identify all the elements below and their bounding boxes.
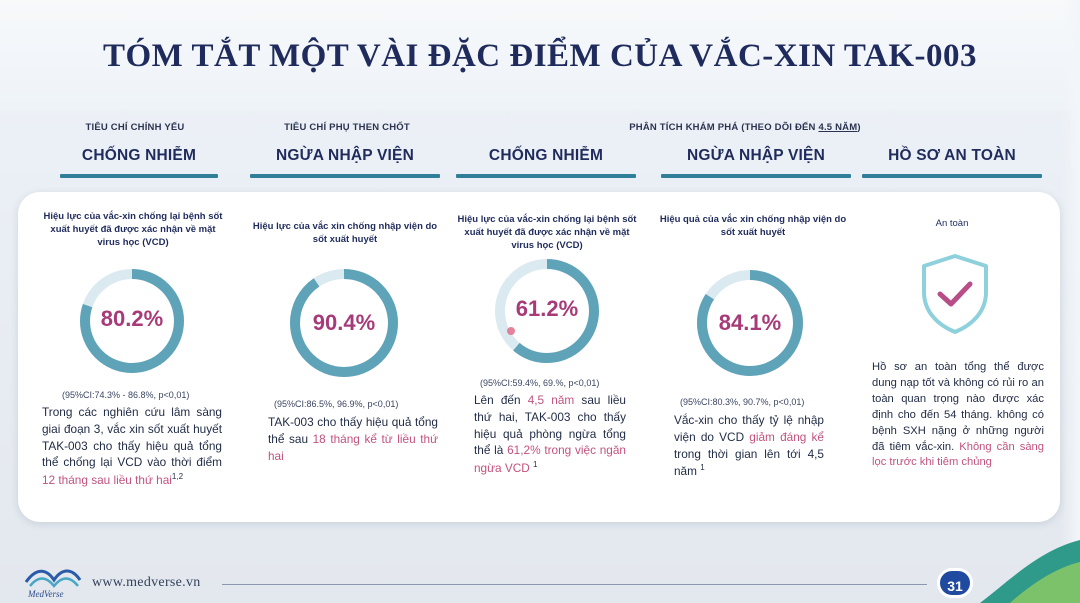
reference-mark: 1 bbox=[700, 463, 705, 473]
heading-underline-3 bbox=[456, 174, 636, 178]
body-highlight: 61,2% trong việc ngăn ngừa VCD bbox=[474, 443, 626, 475]
slide-title: TÓM TẮT MỘT VÀI ĐẶC ĐIỂM CỦA VẮC-XIN TAK… bbox=[103, 38, 977, 74]
body-text: sau liều thứ hai, TAK-003 cho thấy hiệu … bbox=[474, 393, 626, 458]
check-mark bbox=[937, 281, 973, 307]
efficacy-ring-3 bbox=[495, 259, 599, 363]
edge-fade bbox=[1062, 0, 1080, 603]
column-body-2: TAK-003 cho thấy hiệu quả tổng thể sau 1… bbox=[268, 414, 438, 464]
decorative-swoosh bbox=[980, 540, 1080, 603]
efficacy-value-3: 61.2% bbox=[515, 296, 579, 321]
shield-outline bbox=[922, 254, 988, 334]
category-exploratory-duration: 4.5 NĂM bbox=[818, 122, 858, 133]
body-highlight: 12 tháng sau liều thứ hai bbox=[42, 472, 172, 487]
efficacy-ring-4 bbox=[697, 270, 803, 376]
column-body-4: Vắc-xin cho thấy tỷ lệ nhập viện do VCD … bbox=[674, 412, 824, 480]
column-body-5: Hồ sơ an toàn tổng thể được dung nạp tốt… bbox=[872, 360, 1044, 471]
heading-underline-2 bbox=[250, 174, 440, 178]
swoosh-shape bbox=[1010, 562, 1080, 603]
logo-wave bbox=[24, 569, 82, 583]
column-description-2: Hiệu lực của vắc xin chống nhập viện do … bbox=[252, 221, 438, 245]
column-heading-5: HỒ SƠ AN TOÀN bbox=[888, 147, 1016, 164]
heading-underline-1 bbox=[60, 174, 218, 178]
category-exploratory: PHÂN TÍCH KHÁM PHÁ (THEO DÕI ĐẾN 4.5 NĂM… bbox=[560, 122, 930, 133]
efficacy-value-2: 90.4% bbox=[312, 310, 376, 335]
column-body-3: Lên đến 4,5 năm sau liều thứ hai, TAK-00… bbox=[474, 392, 626, 477]
category-exploratory-suffix: ) bbox=[857, 122, 861, 133]
header-band bbox=[0, 0, 1080, 110]
body-text: Trong các nghiên cứu lâm sàng giai đoạn … bbox=[42, 405, 222, 470]
column-description-5: An toàn bbox=[935, 218, 969, 229]
category-secondary: TIÊU CHÍ PHỤ THEN CHỐT bbox=[284, 122, 410, 133]
ring-progress bbox=[290, 269, 398, 377]
column-description-1: Hiệu lực của vắc-xin chống lại bệnh sốt … bbox=[43, 211, 223, 248]
confidence-interval-2: (95%CI:86.5%, 96.9%, p<0,01) bbox=[274, 399, 399, 409]
category-primary: TIÊU CHÍ CHÍNH YẾU bbox=[85, 122, 185, 133]
confidence-interval-1: (95%CI:74.3% - 86.8%, p<0,01) bbox=[62, 390, 190, 400]
body-highlight: 4,5 năm bbox=[527, 393, 575, 407]
body-text: Vắc-xin cho thấy tỷ lệ nhập viện do VCD bbox=[674, 413, 824, 444]
column-heading-3: CHỐNG NHIỄM bbox=[488, 147, 604, 164]
body-text: Lên đến bbox=[474, 393, 528, 407]
confidence-interval-3: (95%CI:59.4%, 69.%, p<0,01) bbox=[480, 378, 600, 388]
column-heading-1: CHỐNG NHIỄM bbox=[81, 147, 197, 164]
confidence-interval-4: (95%CI:80.3%, 90.7%, p<0,01) bbox=[680, 397, 805, 407]
heading-underline-5 bbox=[862, 174, 1042, 178]
column-body-1: Trong các nghiên cứu lâm sàng giai đoạn … bbox=[42, 404, 222, 489]
shield-check-icon bbox=[922, 254, 988, 334]
medverse-logo bbox=[24, 569, 82, 588]
website-link[interactable]: www.medverse.vn bbox=[92, 575, 201, 590]
body-text: TAK-003 cho thấy hiệu quả tổng thể sau bbox=[268, 415, 438, 446]
body-highlight: giảm đáng kể bbox=[749, 429, 824, 444]
efficacy-value-4: 84.1% bbox=[718, 310, 782, 335]
page-number: 31 bbox=[937, 568, 973, 598]
efficacy-value-1: 80.2% bbox=[100, 306, 164, 331]
heading-underline-4 bbox=[661, 174, 851, 178]
footer-divider bbox=[222, 584, 927, 585]
body-highlight: 18 tháng kể từ liều thứ hai bbox=[268, 431, 438, 463]
column-description-4: Hiệu quả của vắc xin chống nhập viện do … bbox=[659, 214, 847, 238]
reference-mark: 1 bbox=[533, 460, 538, 469]
column-description-3: Hiệu lực của vắc-xin chống lại bệnh sốt … bbox=[457, 214, 637, 251]
ring-progress bbox=[697, 270, 803, 376]
body-highlight: Không cần sàng lọc trước khi tiêm chủng bbox=[872, 440, 1044, 469]
efficacy-ring-2 bbox=[290, 269, 398, 377]
ring-progress bbox=[495, 259, 599, 363]
category-exploratory-prefix: PHÂN TÍCH KHÁM PHÁ (THEO DÕI ĐẾN bbox=[629, 122, 819, 133]
logo-wordmark: MedVerse bbox=[28, 589, 64, 599]
ring-progress bbox=[80, 269, 184, 373]
efficacy-ring-1 bbox=[80, 269, 184, 373]
logo-wave bbox=[29, 577, 79, 588]
body-text: Hồ sơ an toàn tổng thể được dung nạp tốt… bbox=[872, 361, 1044, 453]
column-heading-4: NGỪA NHẬP VIỆN bbox=[687, 147, 825, 164]
reference-mark: 1,2 bbox=[171, 472, 184, 481]
body-text: trong thời gian lên tới 4,5 năm bbox=[674, 446, 824, 479]
column-heading-2: NGỪA NHẬP VIỆN bbox=[276, 147, 414, 164]
cursor-dot bbox=[507, 327, 515, 335]
